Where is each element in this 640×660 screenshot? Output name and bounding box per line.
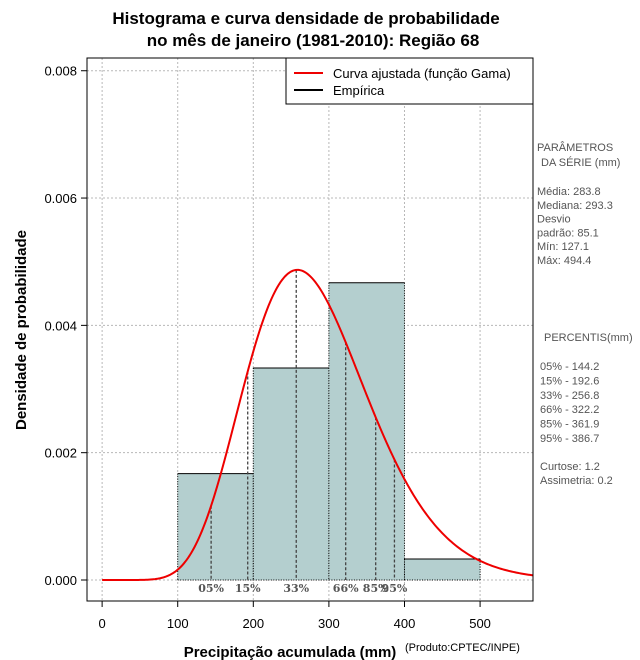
- credit-text: (Produto:CPTEC/INPE): [405, 642, 520, 654]
- param-line-2: Desvio: [537, 214, 571, 226]
- chart-title-line-2: no mês de janeiro (1981-2010): Região 68: [147, 31, 480, 50]
- side-panel: PARÂMETROS DA SÉRIE (mm) Média: 283.8 Med…: [537, 141, 633, 487]
- legend: Curva ajustada (função Gama) Empírica: [285, 57, 534, 105]
- percentile-label-15: 15%: [235, 582, 261, 595]
- percentis-title: PERCENTIS(mm): [544, 332, 633, 344]
- histogram-bars: [177, 282, 481, 581]
- x-axis-title: Precipitação acumulada (mm): [184, 644, 397, 660]
- histogram-bar-3: [404, 558, 481, 580]
- y-axis-title: Densidade de probabilidade: [13, 230, 30, 430]
- legend-label-empirical: Empírica: [333, 83, 385, 98]
- legend-box: [285, 57, 534, 105]
- percentile-markers: 05% 15% 33% 66% 85%95%: [198, 269, 408, 595]
- percentil-line-2: 33% - 256.8: [540, 390, 599, 402]
- param-line-5: Máx: 494.4: [537, 255, 591, 267]
- y-tick-label-2: 0.004: [44, 318, 77, 333]
- percentil-line-4: 85% - 361.9: [540, 419, 599, 431]
- x-tick-label-400: 400: [394, 616, 416, 631]
- percentil-line-5: 95% - 386.7: [540, 433, 599, 445]
- chart-title-line-1: Histograma e curva densidade de probabil…: [112, 9, 499, 28]
- param-line-4: Mín: 127.1: [537, 241, 589, 253]
- percentil-line-3: 66% - 322.2: [540, 404, 599, 416]
- legend-label-curve: Curva ajustada (função Gama): [333, 66, 511, 81]
- percentil-line-0: 05% - 144.2: [540, 361, 599, 373]
- y-axis-ticks: 0.000 0.002 0.004 0.006 0.008: [44, 64, 87, 588]
- param-line-0: Média: 283.8: [537, 186, 601, 198]
- params-list: Média: 283.8 Mediana: 293.3 Desviopadrão: …: [537, 186, 613, 267]
- x-tick-label-200: 200: [242, 616, 264, 631]
- params-title-1: PARÂMETROS: [537, 141, 613, 154]
- percentis-list: 05% - 144.2 15% - 192.6 33% - 256.8 66% - 3…: [540, 361, 599, 445]
- stats-list: Curtose: 1.2 Assimetria: 0.2: [540, 461, 613, 487]
- stat-line-0: Curtose: 1.2: [540, 461, 600, 473]
- gamma-curve-group: [102, 268, 534, 581]
- param-line-1: Mediana: 293.3: [537, 200, 613, 212]
- percentil-line-1: 15% - 192.6: [540, 375, 599, 387]
- percentile-label-85: 85%: [363, 582, 389, 595]
- gamma-curve: [102, 268, 534, 581]
- y-tick-label-3: 0.006: [44, 191, 77, 206]
- x-tick-label-0: 0: [99, 616, 106, 631]
- percentile-label-33: 33%: [283, 582, 309, 595]
- x-axis-ticks: 0 100 200 300 400 500: [99, 601, 491, 631]
- percentile-label-66: 66%: [333, 582, 359, 595]
- y-tick-label-4: 0.008: [44, 64, 77, 79]
- stat-line-1: Assimetria: 0.2: [540, 475, 613, 487]
- x-tick-label-300: 300: [318, 616, 340, 631]
- param-line-3: padrão: 85.1: [537, 227, 599, 239]
- params-title-2: DA SÉRIE (mm): [541, 156, 620, 169]
- y-tick-label-0: 0.000: [44, 573, 77, 588]
- percentile-label-05: 05%: [198, 582, 224, 595]
- y-tick-label-1: 0.002: [44, 446, 77, 461]
- percentile-label-95: 95%: [382, 582, 408, 595]
- x-tick-label-100: 100: [167, 616, 189, 631]
- x-tick-label-500: 500: [469, 616, 491, 631]
- histogram-bar-1: [253, 368, 329, 580]
